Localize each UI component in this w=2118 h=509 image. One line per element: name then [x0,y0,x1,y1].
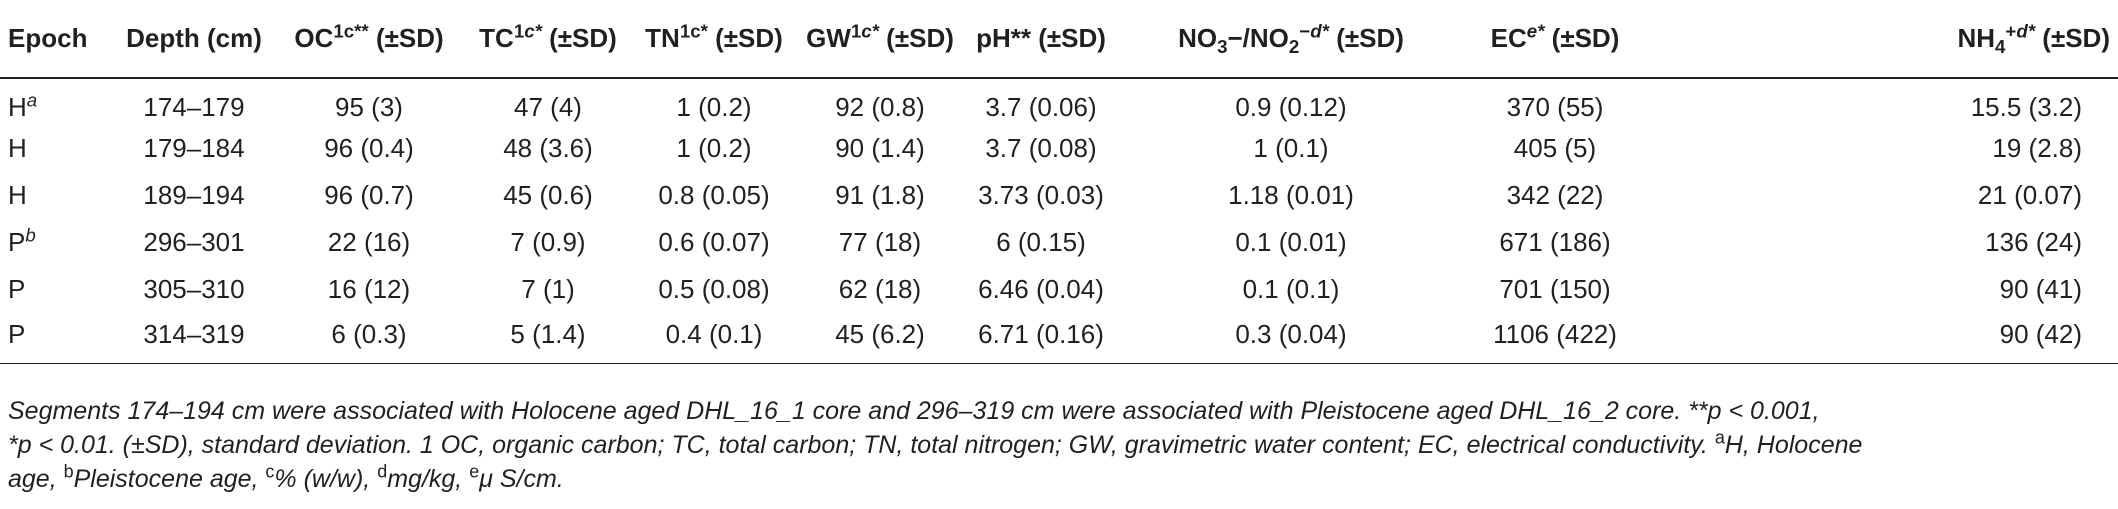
cell-gw: 91 (1.8) [835,180,925,210]
cell-tn: 1 (0.2) [676,133,752,163]
cell-ph: 3.7 (0.08) [985,133,1097,163]
cell-nh: 15.5 (3.2) [1970,91,2082,122]
col-header-ph: pH** (±SD) [960,0,1122,79]
cell-ec: 671 (186) [1499,227,1611,257]
cell-gw: 45 (6.2) [800,313,960,364]
col-header-depth: Depth (cm) [118,0,270,79]
cell-epoch: H [8,180,27,210]
data-table: Epoch Depth (cm) OC1c** (±SD) TC1c* (±SD… [0,0,2118,364]
cell-ec: 701 (150) [1499,274,1611,304]
cell-gw: 92 (0.8) [835,91,925,122]
cell-nh: 136 (24) [1985,227,2082,257]
cell-oc: 6 (0.3) [270,313,468,364]
table-row: P 314–319 6 (0.3) 5 (1.4) 0.4 (0.1) 45 (6.2) 6… [0,313,2118,364]
cell-gw: 62 (18) [838,274,922,304]
col-header-nh4: NH4+d* (±SD) [1650,0,2118,79]
cell-oc: 96 (0.4) [324,133,414,163]
header-row: Epoch Depth (cm) OC1c** (±SD) TC1c* (±SD… [0,0,2118,79]
cell-tc: 48 (3.6) [503,133,593,163]
cell-gw: 90 (1.4) [835,133,925,163]
cell-ph: 6.71 (0.16) [960,313,1122,364]
cell-tn: 0.4 (0.1) [628,313,800,364]
col-header-tc: TC1c* (±SD) [468,0,628,79]
cell-epoch: H [8,133,27,163]
footnote-line-3: age, bPleistocene age, c% (w/w), dmg/kg,… [8,461,564,493]
col-header-epoch: Epoch [0,0,118,79]
table-body: Ha 174–179 95 (3) 47 (4) 1 (0.2) 92 (0.8) 3.7 … [0,78,2118,364]
cell-no: 1.18 (0.01) [1228,180,1354,210]
cell-tn: 0.6 (0.07) [658,227,770,257]
cell-tc: 7 (1) [521,274,575,304]
table-footnote: Segments 174–194 cm were associated with… [8,394,2108,496]
cell-epoch: P [0,313,118,364]
cell-depth: 179–184 [143,133,245,163]
cell-nh: 21 (0.07) [1977,180,2082,210]
cell-no: 0.3 (0.04) [1122,313,1460,364]
table-row: H 179–184 96 (0.4) 48 (3.6) 1 (0.2) 90 (1.4) 3… [0,125,2118,172]
cell-no: 0.9 (0.12) [1235,91,1347,122]
cell-tn: 0.8 (0.05) [658,180,770,210]
col-header-gw: GW1c* (±SD) [800,0,960,79]
cell-ec: 342 (22) [1506,180,1604,210]
cell-nh: 90 (42) [1650,313,2118,364]
cell-depth: 305–310 [143,274,245,304]
cell-ph: 6.46 (0.04) [978,274,1104,304]
col-header-ec: ECe* (±SD) [1460,0,1650,79]
cell-ph: 3.7 (0.06) [985,91,1097,122]
cell-depth: 189–194 [143,180,245,210]
cell-tn: 1 (0.2) [676,91,752,122]
cell-ph: 3.73 (0.03) [978,180,1104,210]
cell-tc: 45 (0.6) [503,180,593,210]
cell-ph: 6 (0.15) [996,227,1086,257]
cell-tc: 7 (0.9) [510,227,586,257]
cell-tc: 47 (4) [514,91,582,122]
footnote-line-1: Segments 174–194 cm were associated with… [8,397,1820,425]
cell-nh: 90 (41) [1999,274,2082,304]
cell-ec: 370 (55) [1506,91,1604,122]
cell-gw: 77 (18) [838,227,922,257]
footnote-line-2: *p < 0.01. (±SD), standard deviation. 1 … [8,427,1863,459]
cell-no: 0.1 (0.01) [1235,227,1347,257]
cell-tc: 5 (1.4) [468,313,628,364]
cell-depth: 314–319 [118,313,270,364]
table-row: P 305–310 16 (12) 7 (1) 0.5 (0.08) 62 (18) 6.4… [0,266,2118,313]
cell-ec: 405 (5) [1513,133,1597,163]
cell-epoch: Ha [8,88,38,122]
col-header-no3-no2: NO3−/NO2−d* (±SD) [1122,0,1460,79]
cell-ec: 1106 (422) [1460,313,1650,364]
cell-oc: 16 (12) [327,274,411,304]
col-header-tn: TN1c* (±SD) [628,0,800,79]
col-header-oc: OC1c** (±SD) [270,0,468,79]
cell-epoch: P [8,274,26,304]
table-row: H 189–194 96 (0.7) 45 (0.6) 0.8 (0.05) 91 (1.… [0,172,2118,219]
cell-oc: 96 (0.7) [324,180,414,210]
cell-oc: 22 (16) [327,227,411,257]
cell-depth: 296–301 [143,227,245,257]
table-row: Pb 296–301 22 (16) 7 (0.9) 0.6 (0.07) 77 (18)… [0,219,2118,266]
cell-tn: 0.5 (0.08) [658,274,770,304]
table-row: Ha 174–179 95 (3) 47 (4) 1 (0.2) 92 (0.8) 3.7 … [0,78,2118,125]
cell-no: 1 (0.1) [1253,133,1329,163]
cell-depth: 174–179 [143,91,245,122]
cell-nh: 19 (2.8) [1992,133,2082,163]
cell-oc: 95 (3) [335,91,403,122]
cell-epoch: Pb [8,224,36,257]
cell-no: 0.1 (0.1) [1242,274,1340,304]
